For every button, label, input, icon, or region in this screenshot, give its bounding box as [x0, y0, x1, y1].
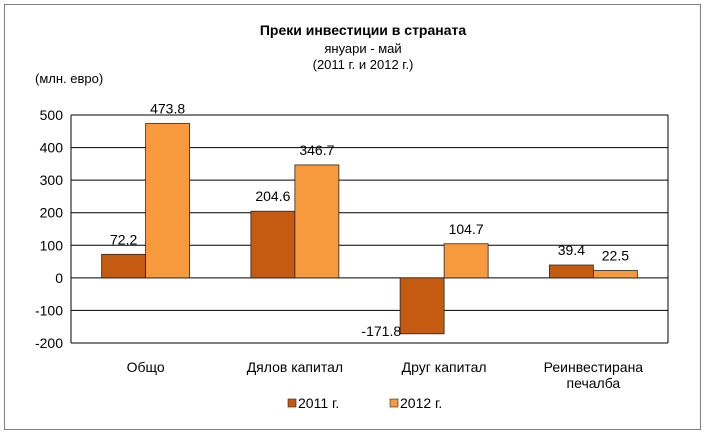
y-tick-label: 300	[40, 172, 64, 188]
x-category-label: печалба	[567, 375, 621, 391]
bar-2012г-2	[443, 243, 489, 279]
data-label: 72.2	[110, 231, 137, 247]
bar-2011г-1	[250, 210, 296, 279]
x-category-label: Реинвестирана	[544, 359, 644, 375]
legend: 2011 г. 2012 г.	[287, 395, 442, 411]
data-label: 22.5	[602, 248, 629, 264]
legend-swatch	[287, 398, 297, 408]
y-tick-label: -100	[35, 302, 63, 318]
y-tick-label: -200	[35, 335, 63, 351]
bars	[101, 123, 638, 335]
y-tick-label: 400	[40, 140, 64, 156]
x-category-label: Дялов капитал	[247, 359, 343, 375]
legend-swatch	[389, 398, 399, 408]
chart-frame: Преки инвестиции в страната януари - май…	[4, 4, 701, 430]
y-axis-unit-label: (млн. евро)	[35, 71, 103, 86]
bar-chart: Преки инвестиции в страната януари - май…	[35, 22, 669, 411]
bar-2011г-2	[399, 277, 445, 335]
data-label: 39.4	[558, 242, 585, 258]
data-labels: 72.2 473.8 204.6 346.7 -171.8 104.7 39.4 22.5	[110, 101, 629, 339]
y-tick-label: 100	[40, 237, 64, 253]
y-tick-label: 500	[40, 107, 64, 123]
data-label: 346.7	[299, 142, 334, 158]
chart-subtitle-years: (2011 г. и 2012 г.)	[313, 57, 414, 72]
x-axis-categories: Общо Дялов капитал Друг капитал Реинвестира…	[127, 359, 644, 391]
legend-entry: 2012 г.	[400, 395, 442, 411]
x-category-label: Друг капитал	[402, 359, 487, 375]
bar-2011г-0	[101, 253, 147, 279]
y-tick-label: 0	[55, 270, 63, 286]
y-axis-ticks: 500 400 300 200 100 0 -100 -200	[35, 107, 63, 351]
chart-title: Преки инвестиции в страната	[260, 22, 467, 38]
x-category-label: Общо	[127, 359, 165, 375]
data-label: 204.6	[255, 188, 290, 204]
data-label: -171.8	[361, 323, 401, 339]
chart-subtitle-period: януари - май	[324, 41, 401, 56]
bar-2012г-1	[294, 164, 340, 279]
bar-2012г-0	[145, 123, 191, 279]
y-tick-label: 200	[40, 205, 64, 221]
data-label: 473.8	[150, 101, 185, 117]
bar-2011г-3	[548, 264, 594, 279]
data-label: 104.7	[449, 221, 484, 237]
bar-2012г-3	[592, 270, 638, 279]
legend-entry: 2011 г.	[298, 395, 339, 411]
